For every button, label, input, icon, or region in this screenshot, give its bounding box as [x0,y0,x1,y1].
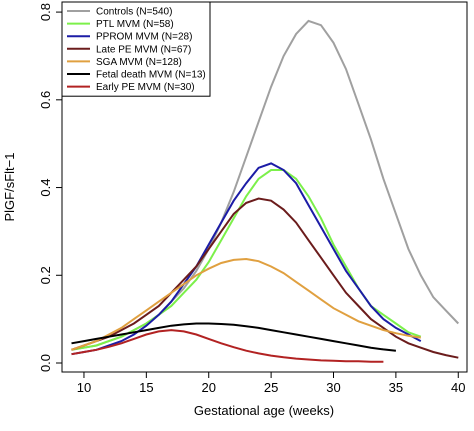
series-line [71,329,384,363]
y-tick-label: 0.0 [38,354,53,372]
y-tick-label: 0.8 [38,3,53,21]
series-line [71,162,422,356]
series-line [71,257,421,351]
plot-frame [61,1,468,373]
legend-label: Late PE MVM (N=67) [96,44,191,55]
x-tick-label: 20 [201,380,215,395]
series-line [71,322,397,352]
legend-label: SGA MVM (N=128) [96,57,182,68]
legend-label: PPROM MVM (N=28) [96,32,192,43]
x-tick-label: 40 [451,380,465,395]
y-tick-label: 0.6 [38,91,53,109]
x-tick-label: 10 [77,380,91,395]
legend-label: Fetal death MVM (N=13) [96,70,206,81]
x-axis-label: Gestational age (weeks) [194,403,334,418]
x-tick-label: 15 [139,380,153,395]
legend-label: Early PE MVM (N=30) [96,82,195,93]
y-tick-label: 0.4 [38,179,53,197]
y-axis-label: PlGF/sFlt−1 [2,153,17,222]
x-tick-label: 30 [326,380,340,395]
legend-label: PTL MVM (N=58) [96,19,174,30]
x-tick-label: 25 [264,380,278,395]
y-tick-label: 0.2 [38,266,53,284]
series-line [71,197,459,359]
legend-label: Controls (N=540) [96,7,172,18]
legend: Controls (N=540)PTL MVM (N=58) PPROM MVM … [61,1,211,97]
x-tick-label: 35 [389,380,403,395]
